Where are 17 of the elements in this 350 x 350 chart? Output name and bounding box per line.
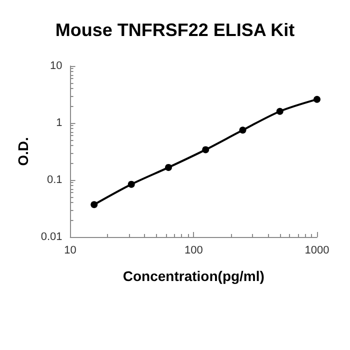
point xyxy=(90,201,98,208)
point xyxy=(128,180,135,188)
point xyxy=(276,108,284,115)
point xyxy=(314,96,320,103)
point xyxy=(202,146,210,154)
x-axis-title: Concentration(pg/ml) xyxy=(122,268,264,284)
x-tick-label: 1000 xyxy=(304,244,330,256)
y-tick-label: 10 xyxy=(50,60,62,72)
y-axis-title: O.D. xyxy=(15,137,31,166)
y-tick-label: 0.1 xyxy=(47,174,62,186)
x-tick-label: 10 xyxy=(64,244,76,256)
point xyxy=(239,126,246,134)
point xyxy=(164,164,172,171)
x-tick-label: 100 xyxy=(184,244,203,256)
y-tick-label: 0.01 xyxy=(40,231,62,243)
y-tick-label: 1 xyxy=(56,117,62,129)
chart-title: Mouse TNFRSF22 ELISA Kit xyxy=(55,20,295,40)
